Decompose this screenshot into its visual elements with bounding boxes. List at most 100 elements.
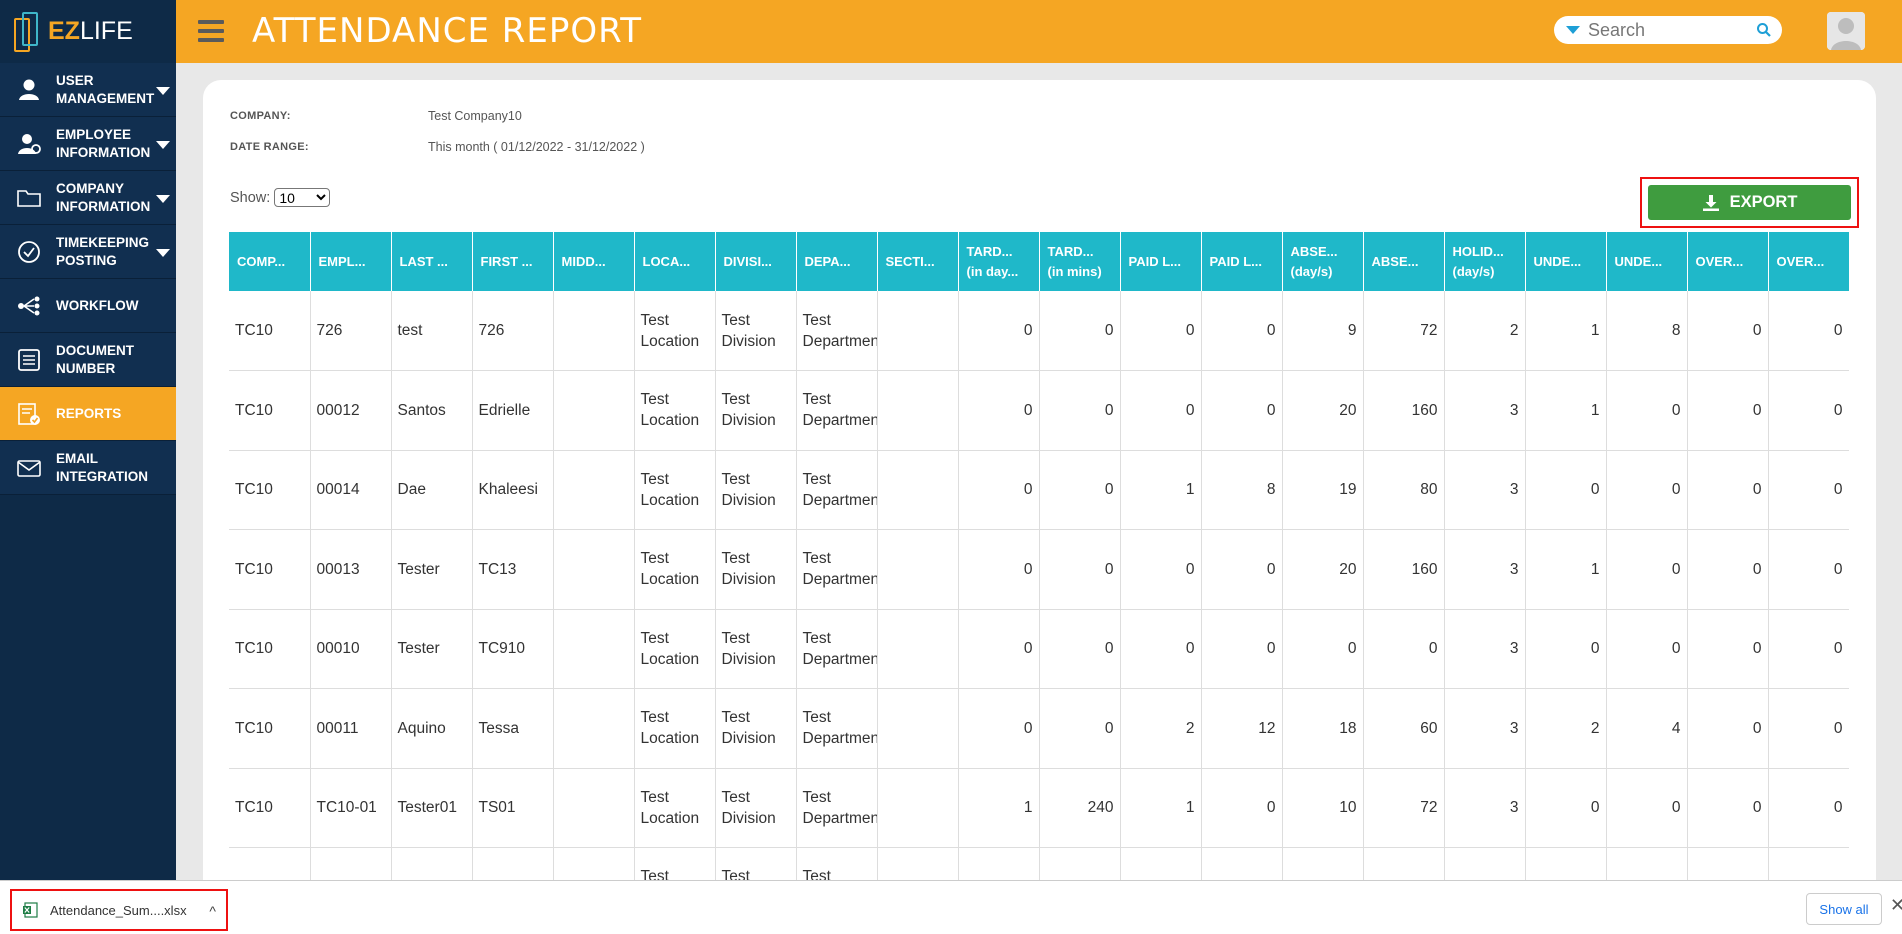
export-button[interactable]: EXPORT (1648, 185, 1851, 220)
column-header[interactable]: ABSE... (day/s) (1282, 232, 1364, 291)
table-cell: 160 (1363, 847, 1445, 880)
chevron-down-icon[interactable] (156, 141, 170, 149)
table-cell: 20 (1282, 529, 1364, 610)
search-box (1554, 16, 1782, 44)
column-header[interactable]: FIRST ... (472, 232, 554, 291)
table-cell: 0 (1039, 450, 1121, 530)
search-dropdown-icon[interactable] (1566, 26, 1580, 34)
column-header[interactable]: COMP... (229, 232, 311, 291)
table-cell: 0 (1606, 370, 1688, 451)
table-cell: 10 (1282, 768, 1364, 848)
table-cell: TC910 (472, 609, 554, 689)
table-cell: 0 (1201, 609, 1283, 689)
logo-text: EZLIFE (48, 17, 133, 45)
table-cell: Test Division (715, 688, 797, 769)
table-cell: 0 (1120, 291, 1202, 371)
sidebar-item-company-information[interactable]: COMPANY INFORMATION (0, 171, 176, 225)
table-cell: 3 (1444, 847, 1526, 880)
column-header[interactable]: DIVISI... (715, 232, 797, 291)
table-cell: Test Location (634, 688, 716, 769)
column-header[interactable]: HOLID... (day/s) (1444, 232, 1526, 291)
column-header[interactable]: PAID L... (1120, 232, 1202, 291)
page-size-select[interactable]: 10 (274, 188, 331, 207)
table-cell (553, 609, 635, 689)
table-cell: 3 (1444, 450, 1526, 530)
table-cell: 0 (1768, 688, 1849, 769)
column-header[interactable]: UNDE... (1606, 232, 1688, 291)
table-cell: 00012 (310, 370, 392, 451)
column-header[interactable]: EMPL... (310, 232, 392, 291)
export-label: EXPORT (1729, 193, 1798, 211)
column-header[interactable]: TARD... (in day... (958, 232, 1040, 291)
hamburger-menu-icon[interactable] (198, 20, 224, 42)
chevron-down-icon[interactable] (156, 195, 170, 203)
table-cell: 60 (1363, 688, 1445, 769)
avatar[interactable] (1827, 12, 1865, 50)
column-header[interactable]: OVER... (1687, 232, 1769, 291)
table-cell: 0 (1687, 768, 1769, 848)
table-cell: TC10 (229, 609, 311, 689)
top-header: ATTENDANCE REPORT (176, 0, 1902, 63)
search-input[interactable] (1588, 19, 1748, 41)
table-cell: Test Location (634, 370, 716, 451)
table-cell (877, 688, 959, 769)
column-header[interactable]: DEPA... (796, 232, 878, 291)
chevron-down-icon[interactable] (156, 249, 170, 257)
table-cell: Test Location (634, 768, 716, 848)
table-cell: 0 (1768, 450, 1849, 530)
attendance-table-wrapper[interactable]: COMP... EMPL... LAST ... FIRST ... MIDD... LO… (229, 232, 1849, 880)
table-cell: TC10 (229, 847, 311, 880)
chevron-down-icon[interactable] (156, 87, 170, 95)
table-cell: 3 (1444, 768, 1526, 848)
chevron-up-icon[interactable]: ^ (209, 903, 216, 919)
table-cell: Test Division (715, 768, 797, 848)
table-cell: 3 (1444, 688, 1526, 769)
column-header[interactable]: ABSE... (1363, 232, 1445, 291)
column-header[interactable]: MIDD... (553, 232, 635, 291)
sidebar-item-employee-information[interactable]: EMPLOYEE INFORMATION (0, 117, 176, 171)
table-cell: TS02 (472, 847, 554, 880)
column-header[interactable]: TARD... (in mins) (1039, 232, 1121, 291)
table-cell: Khaleesi (472, 450, 554, 530)
column-header[interactable]: PAID L... (1201, 232, 1283, 291)
sidebar-item-timekeeping-posting[interactable]: TIMEKEEPING POSTING (0, 225, 176, 279)
search-icon[interactable] (1756, 22, 1772, 38)
table-cell: 1 (1525, 370, 1607, 451)
table-cell: Test Division (715, 370, 797, 451)
show-all-button[interactable]: Show all (1806, 893, 1882, 925)
download-item[interactable]: Attendance_Sum....xlsx ^ (10, 889, 228, 931)
close-icon[interactable]: ✕ (1890, 895, 1902, 915)
sidebar-item-reports[interactable]: REPORTS (0, 387, 176, 441)
column-header[interactable]: LOCA... (634, 232, 716, 291)
table-cell: 0 (1039, 847, 1121, 880)
table-cell: Test Department (796, 609, 878, 689)
table-cell: 72 (1363, 291, 1445, 371)
table-cell: 0 (958, 370, 1040, 451)
app-logo[interactable]: EZLIFE (0, 0, 176, 63)
table-cell: 0 (958, 291, 1040, 371)
table-cell: 0 (1687, 291, 1769, 371)
table-row: TC10 00010 Tester TC910 Test Location Test Di… (229, 609, 1849, 689)
table-cell: TC10-02 (310, 847, 392, 880)
table-body: TC10 726 test 726 Test Location Test Division… (229, 291, 1849, 880)
sidebar-item-document-number[interactable]: DOCUMENT NUMBER (0, 333, 176, 387)
column-header[interactable]: LAST ... (391, 232, 473, 291)
table-cell: 726 (310, 291, 392, 371)
column-header[interactable]: SECTI... (877, 232, 959, 291)
sidebar-item-workflow[interactable]: WORKFLOW (0, 279, 176, 333)
table-cell: Test Division (715, 291, 797, 371)
sidebar-item-email-integration[interactable]: EMAIL INTEGRATION (0, 441, 176, 495)
table-cell: 00011 (310, 688, 392, 769)
sidebar-item-label: REPORTS (56, 405, 122, 421)
table-cell: 0 (1768, 847, 1849, 880)
column-header[interactable]: OVER... (1768, 232, 1849, 291)
table-cell (877, 291, 959, 371)
table-cell: 0 (1282, 609, 1364, 689)
table-cell (553, 529, 635, 610)
sidebar-item-user-management[interactable]: USER MANAGEMENT (0, 63, 176, 117)
column-header[interactable]: UNDE... (1525, 232, 1607, 291)
table-cell: 0 (1120, 847, 1202, 880)
table-cell: test (391, 291, 473, 371)
table-cell: 0 (1606, 768, 1688, 848)
